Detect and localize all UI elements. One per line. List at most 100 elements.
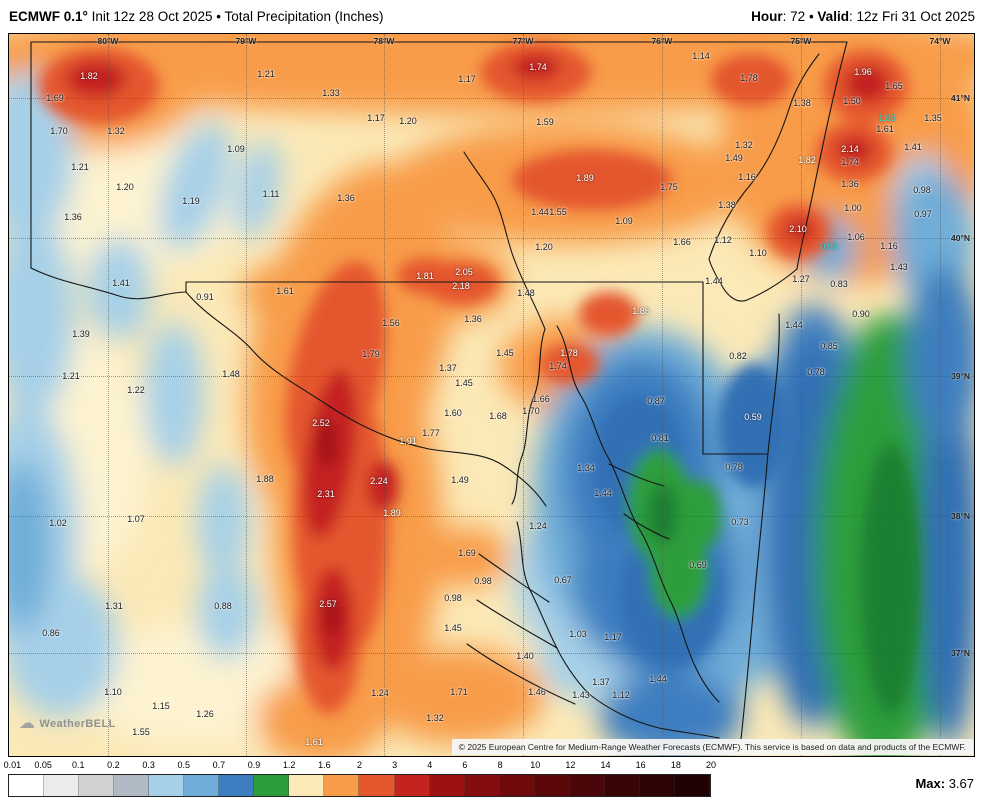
precip-value-label: 1.70 xyxy=(50,126,68,136)
precip-value-label: 1.36 xyxy=(841,179,859,189)
precip-value-label: 1.17 xyxy=(458,74,476,84)
precip-value-label: 1.49 xyxy=(725,153,743,163)
precip-value-label: 1.61 xyxy=(876,124,894,134)
colorbar-segment xyxy=(79,775,115,796)
precip-value-label: 1.68 xyxy=(489,411,507,421)
graticule-longitude-line xyxy=(523,34,524,756)
precip-value-label: 1.41 xyxy=(112,278,130,288)
colorbar-tick: 0.1 xyxy=(72,760,85,770)
precip-value-label: 1.10 xyxy=(749,248,767,258)
precip-value-label: 1.82 xyxy=(798,155,816,165)
graticule-latitude-line xyxy=(9,653,974,654)
precip-value-label: 0.82 xyxy=(729,351,747,361)
precip-value-label: 1.66 xyxy=(532,394,550,404)
map-title: ECMWF 0.1° Init 12z 28 Oct 2025 • Total … xyxy=(9,9,384,24)
colorbar-segment xyxy=(289,775,325,796)
precip-value-label: 1.00 xyxy=(844,203,862,213)
precip-value-label: 1.46 xyxy=(528,687,546,697)
precip-value-label: 1.45 xyxy=(455,378,473,388)
precip-value-label: 1.21 xyxy=(257,69,275,79)
precip-value-label: 1.71 xyxy=(450,687,468,697)
precip-value-label: 1.44 xyxy=(785,320,803,330)
precip-value-label: 1.85 xyxy=(632,306,650,316)
colorbar-tick-row: 0.01 0.05 0.1 0.2 0.3 0.5 0.7 0.9 1.2 1.6 2 3 4 6 8 10 1… xyxy=(4,760,716,772)
separator: • xyxy=(805,9,818,24)
precip-value-label: 1.09 xyxy=(615,216,633,226)
graticule-longitude-line xyxy=(662,34,663,756)
weatherbell-logo-text: WeatherBELL xyxy=(39,718,116,730)
latitude-label: 40°N xyxy=(951,233,970,243)
precip-value-label: 2.10 xyxy=(789,224,807,234)
precip-value-label: 1.07 xyxy=(127,514,145,524)
precip-value-label: 1.06 xyxy=(847,232,865,242)
precip-value-label: 1.36 xyxy=(64,212,82,222)
colorbar-tick: 14 xyxy=(600,760,611,770)
colorbar-segment xyxy=(114,775,150,796)
precip-value-label: 0.78 xyxy=(725,462,743,472)
graticule-longitude-line xyxy=(801,34,802,756)
precip-value-label: 1.03 xyxy=(569,629,587,639)
precip-value-label: 1.09 xyxy=(227,144,245,154)
colorbar-tick: 4 xyxy=(427,760,433,770)
precip-value-label: 0.87 xyxy=(647,396,665,406)
precip-value-label: 1.55 xyxy=(549,207,567,217)
precip-value-label: 1.65 xyxy=(885,81,903,91)
precip-value-label: 1.38 xyxy=(718,200,736,210)
colorbar-segment xyxy=(184,775,220,796)
precip-value-label: 1.37 xyxy=(439,363,457,373)
latitude-label: 39°N xyxy=(951,371,970,381)
precip-value-label: 2.31 xyxy=(317,489,335,499)
model-name: ECMWF 0.1° xyxy=(9,9,88,24)
precip-value-label: 1.44 xyxy=(594,488,612,498)
valid-value: : 12z Fri 31 Oct 2025 xyxy=(848,9,975,24)
colorbar-tick: 10 xyxy=(530,760,541,770)
latitude-label: 37°N xyxy=(951,648,970,658)
graticule-latitude-line xyxy=(9,376,974,377)
header-bar: ECMWF 0.1° Init 12z 28 Oct 2025 • Total … xyxy=(0,0,984,33)
precip-value-label: 1.91 xyxy=(399,436,417,446)
colorbar-segment xyxy=(394,775,430,796)
weatherbell-logo: ☁ WeatherBELL xyxy=(19,716,116,732)
valid-label: Valid xyxy=(817,9,849,24)
colorbar-tick: 2 xyxy=(356,760,363,770)
colorbar-tick: 0.3 xyxy=(142,760,155,770)
precip-value-label: 0.69 xyxy=(689,560,707,570)
colorbar-segment xyxy=(429,775,465,796)
precip-value-label: 1.15 xyxy=(152,701,170,711)
precip-value-label: 1.39 xyxy=(72,329,90,339)
colorbar-segment xyxy=(499,775,535,796)
precip-value-label: 0.86 xyxy=(42,628,60,638)
colorbar-tick: 0.5 xyxy=(177,760,191,770)
colorbar-segment xyxy=(149,775,185,796)
precip-value-label: 1.82 xyxy=(80,71,98,81)
colorbar-tick: 0.7 xyxy=(212,760,226,770)
precip-value-label: 0.85 xyxy=(820,341,838,351)
precip-map-svg xyxy=(9,34,974,756)
precip-value-label: 0.59 xyxy=(744,412,762,422)
state-borders xyxy=(30,41,848,740)
precip-value-label: 1.74 xyxy=(549,361,567,371)
precip-value-label: 1.16 xyxy=(738,172,756,182)
map-area: ☁ WeatherBELL © 2025 European Centre for… xyxy=(8,33,975,757)
precip-value-label: 1.34 xyxy=(577,463,595,473)
precip-value-label: 1.31 xyxy=(105,601,123,611)
precip-value-label: 1.20 xyxy=(116,182,134,192)
precip-value-label: 1.22 xyxy=(127,385,145,395)
colorbar-footer: 0.01 0.05 0.1 0.2 0.3 0.5 0.7 0.9 1.2 1.6 2 3 4 6 8 10 1… xyxy=(0,757,984,808)
colorbar-segment xyxy=(604,775,640,796)
precip-value-label: 1.14 xyxy=(692,51,710,61)
precip-value-label: 1.89 xyxy=(576,173,594,183)
precip-value-label: 1.88 xyxy=(256,474,274,484)
precip-value-label: 0.88 xyxy=(214,601,232,611)
longitude-label: 74°W xyxy=(929,36,951,46)
precip-value-label: 1.96 xyxy=(854,67,872,77)
precip-value-label: 1.60 xyxy=(444,408,462,418)
colorbar-segment xyxy=(44,775,80,796)
colorbar-tick: 0.01 xyxy=(3,760,22,770)
precip-value-label: 1.10 xyxy=(104,687,122,697)
max-number: 3.67 xyxy=(945,776,974,791)
colorbar xyxy=(8,774,711,797)
longitude-label: 80°W xyxy=(97,36,119,46)
precip-value-label: 0.81 xyxy=(651,433,669,443)
colorbar-segment xyxy=(254,775,290,796)
